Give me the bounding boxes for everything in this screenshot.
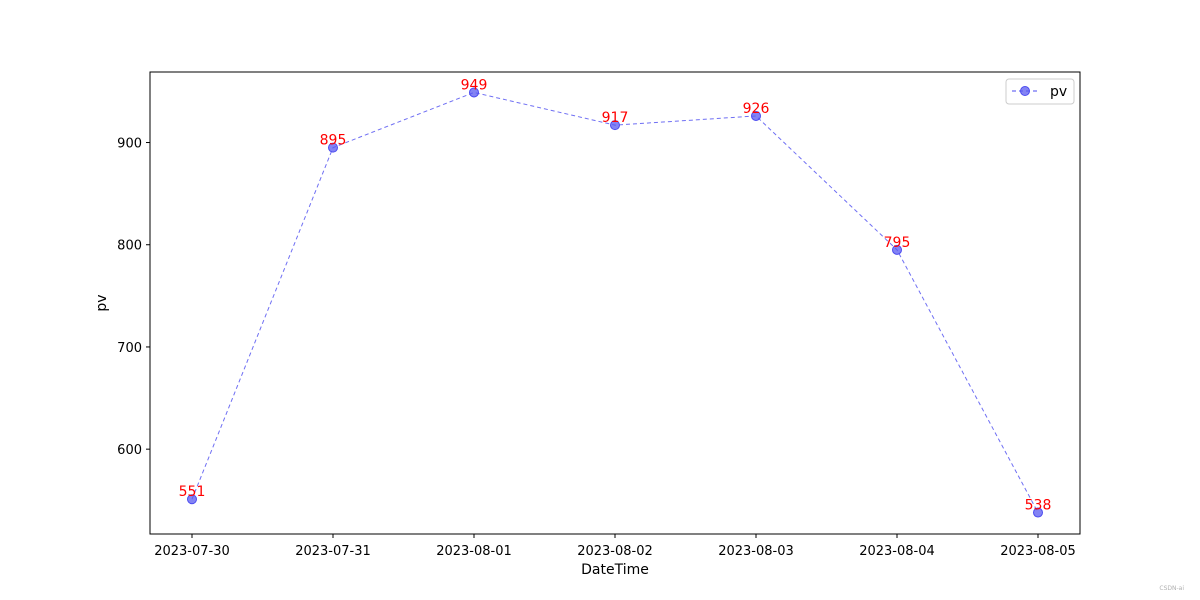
data-label: 551 [179, 484, 206, 500]
data-label: 895 [320, 133, 347, 149]
data-label: 949 [461, 77, 488, 93]
legend-marker [1020, 86, 1030, 96]
plot-frame [149, 71, 1081, 535]
data-label: 917 [602, 110, 629, 126]
y-tick-label: 900 [117, 137, 142, 152]
x-tick-label: 2023-08-01 [436, 544, 512, 559]
y-tick-label: 600 [117, 443, 142, 458]
legend-entry-label: pv [1050, 84, 1067, 100]
axes-layer: 600 700 800 900 2023-07-30 2023-07-31 2023-08-… [117, 71, 1081, 559]
data-label: 795 [884, 235, 911, 251]
data-point [751, 110, 761, 121]
x-tick-label: 2023-08-05 [1000, 544, 1076, 559]
data-point [328, 142, 338, 153]
data-label: 538 [1025, 498, 1052, 514]
data-point [610, 120, 620, 131]
legend: pv [1005, 78, 1075, 105]
data-point [469, 87, 479, 98]
watermark: CSDN-ai [1159, 585, 1184, 592]
x-tick-label: 2023-08-04 [859, 544, 935, 559]
series-line-pv [191, 91, 1039, 513]
x-tick-label: 2023-07-31 [295, 544, 371, 559]
data-point [1033, 507, 1043, 518]
plot-data-layer: 551 895 949 917 926 795 538 [179, 77, 1052, 518]
data-label: 926 [743, 101, 770, 117]
y-axis-label: pv [94, 294, 110, 311]
x-tick-label: 2023-08-03 [718, 544, 794, 559]
data-point [892, 244, 902, 255]
legend-box [1005, 78, 1075, 105]
y-tick-label: 800 [117, 239, 142, 254]
x-tick-label: 2023-07-30 [154, 544, 230, 559]
data-point [187, 494, 197, 505]
y-tick-label: 700 [117, 341, 142, 356]
x-tick-label: 2023-08-02 [577, 544, 653, 559]
x-axis-label: DateTime [581, 562, 649, 578]
